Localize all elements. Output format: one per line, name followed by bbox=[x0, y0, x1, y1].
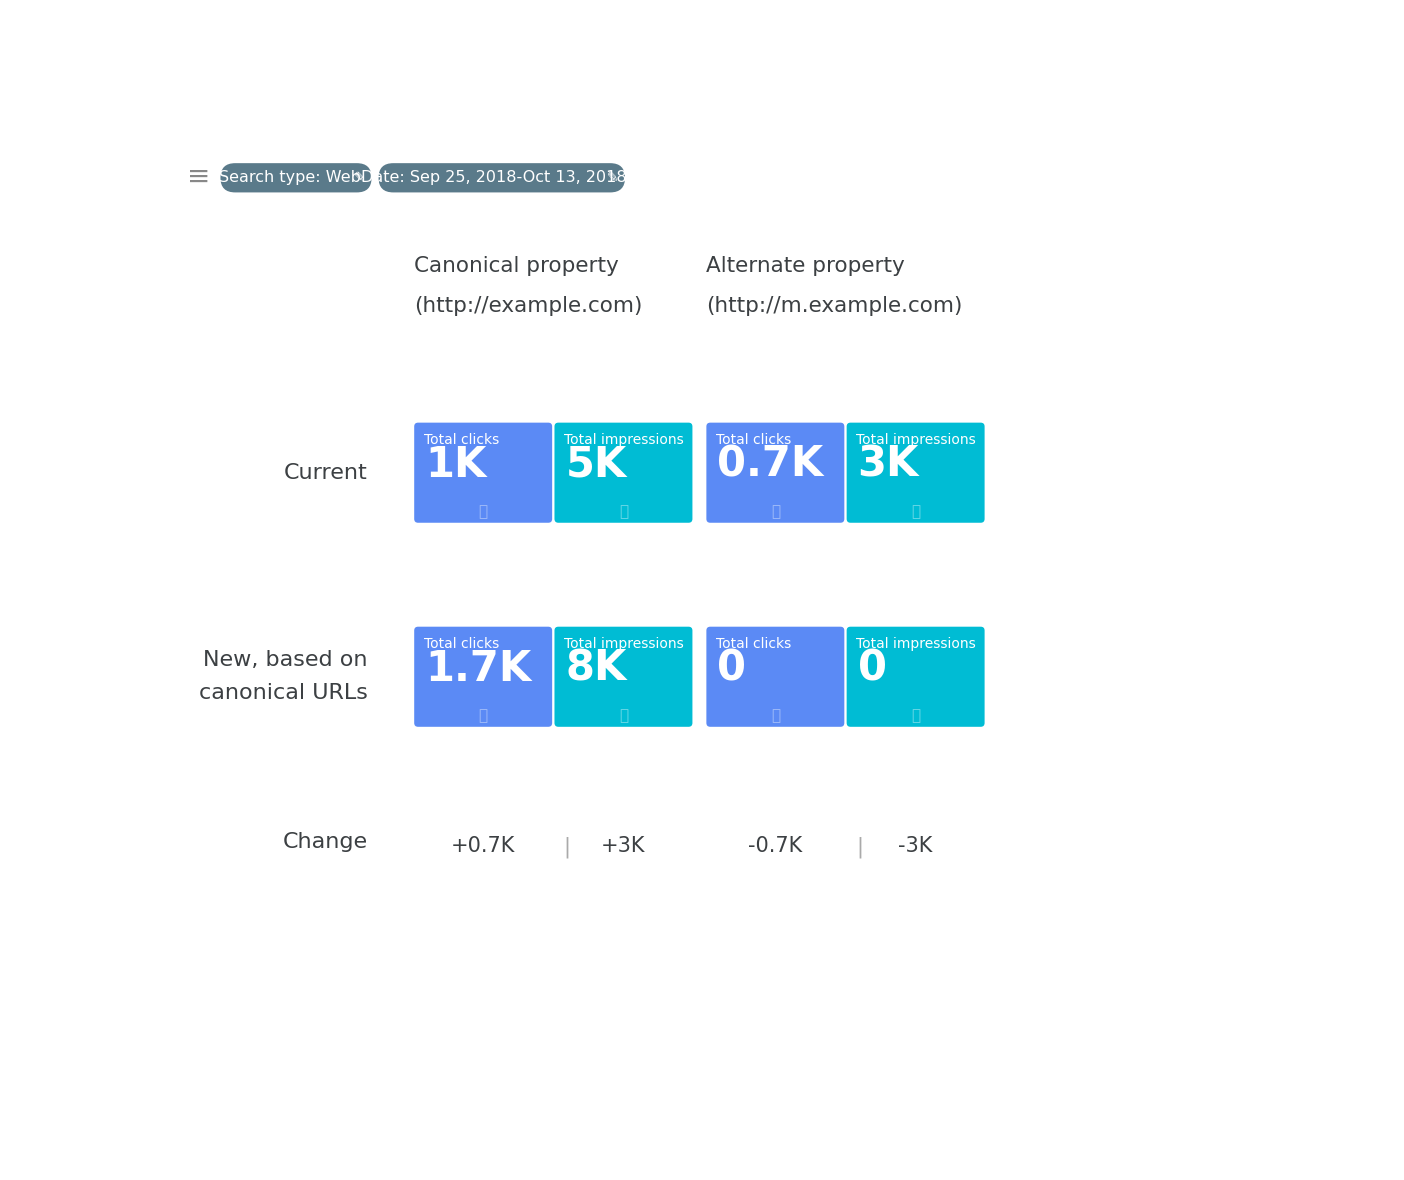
Text: 0.7K: 0.7K bbox=[717, 444, 824, 486]
Text: ⓘ: ⓘ bbox=[911, 708, 920, 723]
FancyBboxPatch shape bbox=[847, 422, 984, 523]
Text: ⓘ: ⓘ bbox=[771, 708, 779, 723]
Text: +3K: +3K bbox=[601, 837, 646, 857]
Text: (http://m.example.com): (http://m.example.com) bbox=[706, 296, 963, 315]
Text: Total impressions: Total impressions bbox=[564, 433, 684, 447]
Text: Search type: Web: Search type: Web bbox=[219, 170, 361, 185]
Text: 1.7K: 1.7K bbox=[425, 648, 531, 690]
FancyBboxPatch shape bbox=[220, 163, 372, 192]
Text: ✎: ✎ bbox=[607, 171, 618, 185]
Text: 0: 0 bbox=[717, 648, 746, 690]
Text: Total clicks: Total clicks bbox=[716, 433, 790, 447]
Text: |: | bbox=[564, 837, 571, 858]
FancyBboxPatch shape bbox=[379, 163, 625, 192]
Text: 8K: 8K bbox=[566, 648, 626, 690]
FancyBboxPatch shape bbox=[414, 422, 552, 523]
FancyBboxPatch shape bbox=[414, 627, 552, 727]
Text: Alternate property: Alternate property bbox=[706, 256, 906, 276]
Text: ✎: ✎ bbox=[354, 171, 365, 185]
Text: 0: 0 bbox=[858, 648, 886, 690]
FancyBboxPatch shape bbox=[706, 627, 844, 727]
Text: Total clicks: Total clicks bbox=[424, 433, 498, 447]
Text: ≡: ≡ bbox=[187, 163, 211, 191]
Text: 3K: 3K bbox=[858, 444, 918, 486]
Text: (http://example.com): (http://example.com) bbox=[414, 296, 643, 315]
Text: Total impressions: Total impressions bbox=[856, 433, 976, 447]
Text: 5K: 5K bbox=[566, 444, 626, 486]
FancyBboxPatch shape bbox=[555, 422, 692, 523]
Text: Total clicks: Total clicks bbox=[424, 637, 498, 651]
Text: Total impressions: Total impressions bbox=[564, 637, 684, 651]
Text: Change: Change bbox=[282, 832, 368, 852]
Text: ⓘ: ⓘ bbox=[619, 708, 628, 723]
FancyBboxPatch shape bbox=[847, 627, 984, 727]
Text: Current: Current bbox=[284, 463, 368, 483]
Text: Total clicks: Total clicks bbox=[716, 637, 790, 651]
Text: -0.7K: -0.7K bbox=[748, 837, 803, 857]
Text: ⓘ: ⓘ bbox=[911, 505, 920, 519]
Text: Date: Sep 25, 2018-Oct 13, 2018: Date: Sep 25, 2018-Oct 13, 2018 bbox=[361, 170, 626, 185]
Text: New, based on
canonical URLs: New, based on canonical URLs bbox=[199, 650, 368, 703]
Text: ⓘ: ⓘ bbox=[619, 505, 628, 519]
Text: 1K: 1K bbox=[425, 444, 486, 486]
Text: Total impressions: Total impressions bbox=[856, 637, 976, 651]
Text: +0.7K: +0.7K bbox=[451, 837, 515, 857]
Text: ⓘ: ⓘ bbox=[479, 708, 487, 723]
Text: ⓘ: ⓘ bbox=[479, 505, 487, 519]
Text: ⓘ: ⓘ bbox=[771, 505, 779, 519]
FancyBboxPatch shape bbox=[706, 422, 844, 523]
Text: -3K: -3K bbox=[899, 837, 932, 857]
FancyBboxPatch shape bbox=[555, 627, 692, 727]
Text: |: | bbox=[856, 837, 863, 858]
Text: Canonical property: Canonical property bbox=[414, 256, 619, 276]
